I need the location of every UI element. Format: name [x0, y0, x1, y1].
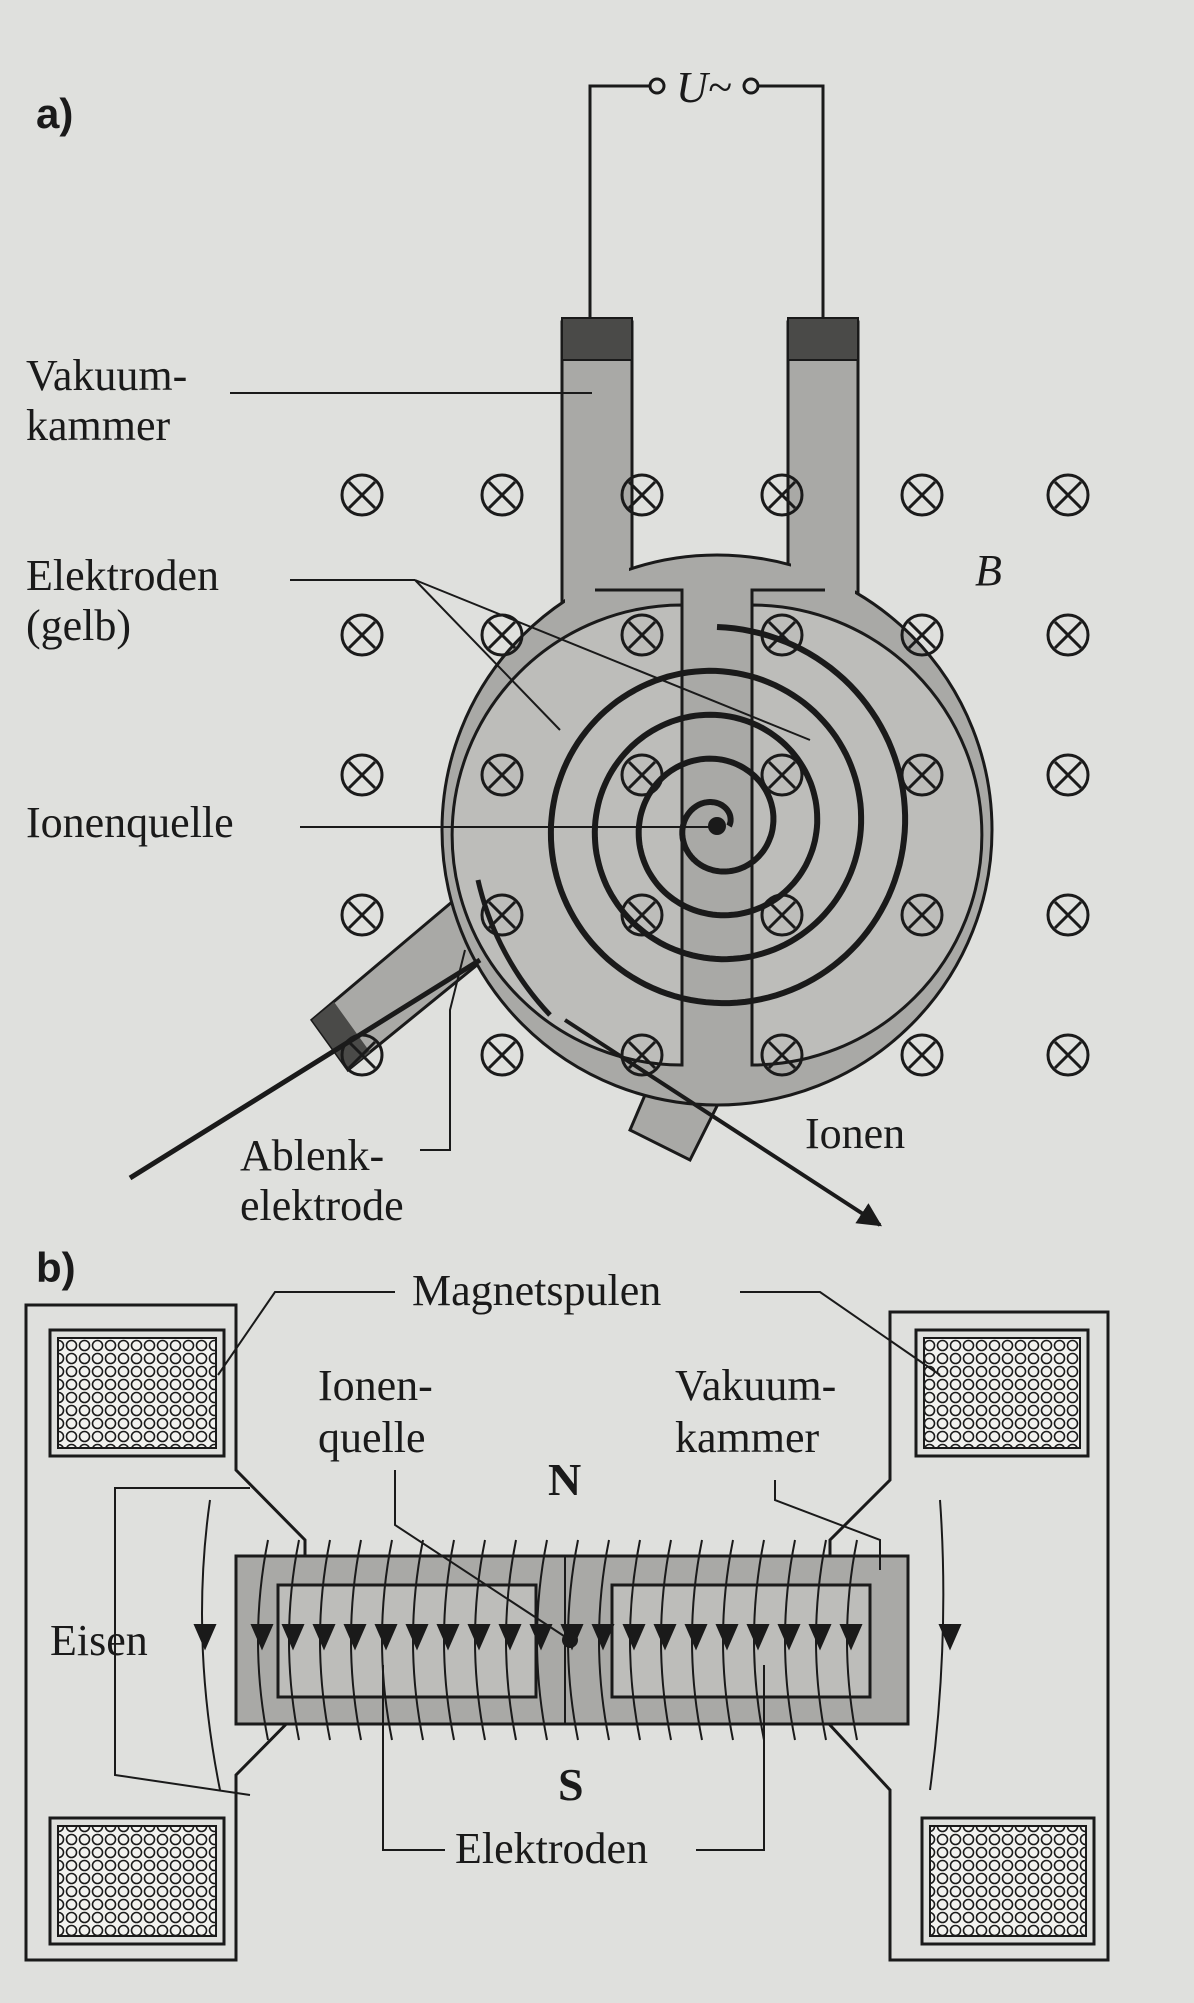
field-arrow — [312, 1624, 336, 1651]
field-arrow — [436, 1624, 460, 1651]
label-deflection-1: Ablenk- — [240, 1131, 384, 1180]
field-into-page-icon — [340, 893, 384, 937]
field-arrow — [467, 1624, 491, 1651]
field-label: B — [975, 546, 1002, 595]
field-into-page-icon — [1046, 473, 1090, 517]
field-arrow — [808, 1624, 832, 1651]
field-arrow — [529, 1624, 553, 1651]
panel-b-letter: b) — [36, 1244, 76, 1291]
field-arrow — [777, 1624, 801, 1651]
ion-source-rod — [128, 957, 482, 1181]
label-vacuum-chamber-2: kammer — [26, 401, 171, 450]
field-into-page-icon — [1046, 893, 1090, 937]
field-into-page-icon — [1046, 613, 1090, 657]
ion-exit-arrow — [563, 1018, 883, 1227]
label-south-pole: S — [558, 1759, 584, 1810]
label-vacuum-chamber-b2: kammer — [675, 1413, 820, 1462]
field-into-page-icon — [900, 613, 944, 657]
label-ion-source-b1: Ionen- — [318, 1361, 433, 1410]
field-into-page-icon — [900, 473, 944, 517]
field-into-page-icon — [1046, 753, 1090, 797]
label-electrodes-b: Elektroden — [455, 1824, 648, 1873]
deflection-electrode — [475, 879, 552, 1017]
field-arrow — [746, 1624, 770, 1651]
voltage-label: U~ — [676, 63, 732, 112]
label-ions: Ionen — [805, 1109, 905, 1158]
field-arrow — [653, 1624, 677, 1651]
field-into-page-icon — [620, 613, 664, 657]
outer-field-arrow — [193, 1624, 217, 1651]
field-into-page-icon — [900, 1033, 944, 1077]
field-into-page-icon — [480, 473, 524, 517]
magnetic-field-markers — [340, 473, 1090, 1077]
field-into-page-icon — [620, 473, 664, 517]
label-north-pole: N — [548, 1454, 581, 1505]
magnet-coils — [48, 1328, 1096, 1946]
leader-lines-b — [114, 1291, 941, 1851]
field-into-page-icon — [340, 753, 384, 797]
label-magnet-coils: Magnetspulen — [412, 1266, 661, 1315]
field-arrow — [591, 1624, 615, 1651]
voltage-source-wires — [588, 77, 825, 330]
field-into-page-icon — [340, 473, 384, 517]
field-into-page-icon — [480, 753, 524, 797]
label-electrodes-1: Elektroden — [26, 551, 219, 600]
vacuum-chamber-section — [234, 1554, 910, 1726]
ion-source-dot — [708, 817, 726, 835]
outer-field-arrow — [938, 1624, 962, 1651]
label-electrodes-2: (gelb) — [26, 601, 131, 650]
label-iron: Eisen — [50, 1616, 148, 1665]
ion-spiral-path — [547, 624, 909, 1007]
field-into-page-icon — [760, 1033, 804, 1077]
field-into-page-icon — [760, 753, 804, 797]
field-into-page-icon — [480, 1033, 524, 1077]
label-deflection-2: elektrode — [240, 1181, 404, 1230]
field-arrow — [498, 1624, 522, 1651]
field-arrow — [405, 1624, 429, 1651]
leader-lines-a — [230, 392, 811, 1151]
label-vacuum-chamber-b1: Vakuum- — [675, 1361, 836, 1410]
field-into-page-icon — [480, 893, 524, 937]
magnetic-field-lines — [193, 1499, 962, 1791]
field-into-page-icon — [900, 893, 944, 937]
field-arrow — [250, 1624, 274, 1651]
label-ion-source-b2: quelle — [318, 1413, 426, 1462]
label-vacuum-chamber-1: Vakuum- — [26, 351, 187, 400]
label-ion-source: Ionenquelle — [26, 798, 234, 847]
outer-field-line — [929, 1499, 945, 1791]
field-arrow — [839, 1624, 863, 1651]
field-arrow — [622, 1624, 646, 1651]
field-into-page-icon — [1046, 1033, 1090, 1077]
panel-a-letter: a) — [36, 90, 73, 137]
field-arrow — [684, 1624, 708, 1651]
field-arrow — [343, 1624, 367, 1651]
field-arrow — [281, 1624, 305, 1651]
field-into-page-icon — [340, 613, 384, 657]
field-arrow — [715, 1624, 739, 1651]
field-arrow — [374, 1624, 398, 1651]
field-into-page-icon — [760, 473, 804, 517]
